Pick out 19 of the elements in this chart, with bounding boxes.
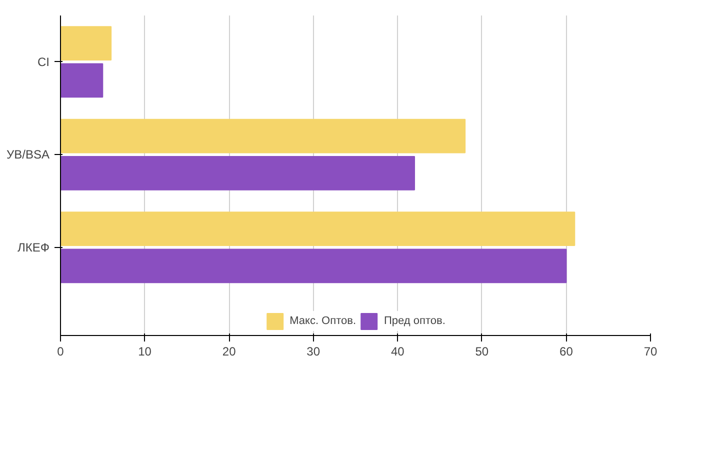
bar <box>60 118 466 154</box>
bar <box>60 156 415 190</box>
x-tick-label: 60 <box>560 344 574 358</box>
x-tick-label: 0 <box>57 344 64 358</box>
y-tick-label: CI <box>38 54 50 69</box>
legend-label: Пред оптов. <box>384 315 446 327</box>
x-tick-label: 40 <box>390 344 405 358</box>
x-tick-label: 10 <box>138 344 152 358</box>
bar <box>60 26 112 61</box>
bar <box>60 63 104 98</box>
y-tick-label: УВ/BSA <box>6 148 50 162</box>
bar <box>60 248 567 284</box>
legend-label: Макс. Оптов. <box>290 315 356 327</box>
y-tick-label: ЛКЕФ <box>18 240 50 254</box>
bar <box>60 212 576 246</box>
x-tick-label: 20 <box>222 344 236 358</box>
x-tick-label: 30 <box>306 344 320 358</box>
x-tick-label: 50 <box>475 344 489 358</box>
x-tick-label: 70 <box>644 344 658 358</box>
